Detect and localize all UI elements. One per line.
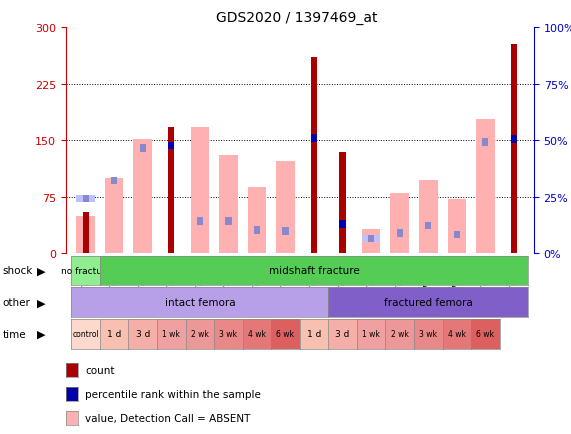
Bar: [311, 58, 317, 254]
Bar: [226, 218, 232, 225]
Bar: [362, 230, 380, 254]
Bar: [397, 230, 403, 237]
Bar: [248, 187, 266, 254]
Bar: [276, 162, 295, 254]
Text: ▶: ▶: [37, 266, 45, 276]
Bar: [191, 128, 209, 254]
Bar: [391, 194, 409, 254]
Bar: [510, 45, 517, 254]
Text: midshaft fracture: midshaft fracture: [269, 266, 359, 276]
Text: 3 d: 3 d: [335, 330, 350, 339]
Bar: [168, 128, 175, 254]
Text: other: other: [3, 298, 31, 307]
Text: 1 d: 1 d: [107, 330, 122, 339]
Bar: [311, 135, 317, 142]
Bar: [419, 180, 437, 254]
Text: time: time: [3, 329, 26, 339]
Bar: [340, 221, 346, 228]
Text: ▶: ▶: [37, 329, 45, 339]
Bar: [368, 235, 375, 243]
Bar: [476, 120, 494, 254]
Bar: [362, 235, 380, 243]
Text: GDS2020 / 1397469_at: GDS2020 / 1397469_at: [216, 11, 377, 25]
Bar: [83, 195, 89, 203]
Bar: [510, 136, 517, 143]
Bar: [196, 218, 203, 225]
Text: 4 wk: 4 wk: [248, 330, 266, 339]
Text: 4 wk: 4 wk: [448, 330, 466, 339]
Bar: [482, 139, 489, 146]
Text: fractured femora: fractured femora: [384, 298, 473, 307]
Text: 6 wk: 6 wk: [276, 330, 295, 339]
Bar: [219, 156, 238, 254]
Bar: [168, 142, 175, 150]
Text: 2 wk: 2 wk: [391, 330, 409, 339]
Text: 3 wk: 3 wk: [219, 330, 238, 339]
Text: 6 wk: 6 wk: [476, 330, 494, 339]
Text: no fracture: no fracture: [61, 266, 111, 275]
Text: percentile rank within the sample: percentile rank within the sample: [85, 389, 261, 399]
Text: 1 wk: 1 wk: [362, 330, 380, 339]
Bar: [453, 231, 460, 239]
Bar: [77, 195, 95, 203]
Text: control: control: [73, 330, 99, 339]
Text: value, Detection Call = ABSENT: value, Detection Call = ABSENT: [85, 413, 251, 423]
Text: ▶: ▶: [37, 298, 45, 307]
Text: 3 wk: 3 wk: [419, 330, 437, 339]
Bar: [77, 216, 95, 254]
Text: shock: shock: [3, 266, 33, 276]
Bar: [134, 140, 152, 254]
Text: 2 wk: 2 wk: [191, 330, 209, 339]
Text: 3 d: 3 d: [135, 330, 150, 339]
Text: 1 wk: 1 wk: [162, 330, 180, 339]
Bar: [283, 227, 289, 235]
Bar: [105, 179, 123, 254]
Text: count: count: [85, 365, 115, 375]
Bar: [139, 145, 146, 152]
Bar: [448, 200, 466, 254]
Bar: [111, 177, 118, 185]
Bar: [425, 222, 432, 230]
Bar: [340, 152, 346, 254]
Text: 1 d: 1 d: [307, 330, 321, 339]
Bar: [254, 227, 260, 234]
Text: intact femora: intact femora: [164, 298, 235, 307]
Bar: [83, 213, 89, 254]
